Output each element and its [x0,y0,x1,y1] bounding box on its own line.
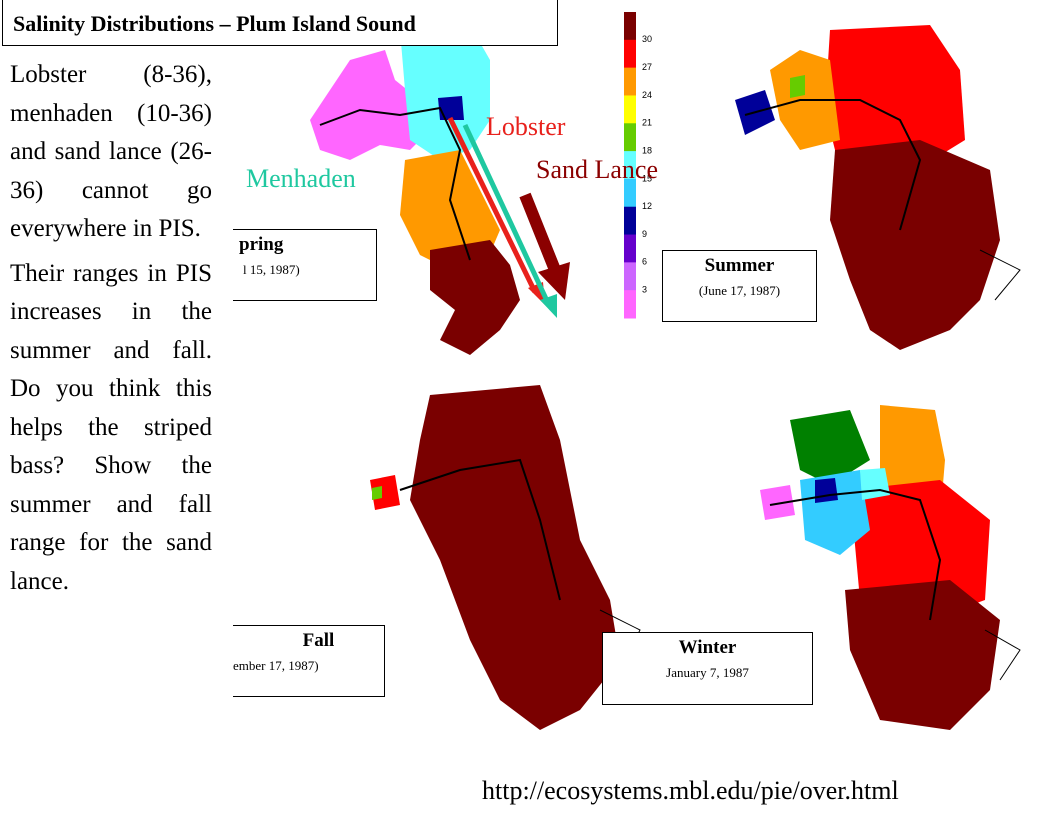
range-arrows [447,116,570,318]
paragraph: Their ranges in PIS increases in the sum… [10,259,212,595]
date: l 15, 1987) [243,262,300,277]
scale-band [624,95,636,124]
scale-band [624,178,636,208]
species-label: Sand Lance [536,155,659,184]
scale-label: 3 [642,285,647,295]
scale-band [624,290,636,319]
species-label: Lobster [486,112,566,141]
scale-band [624,234,636,263]
scale-label: 6 [642,257,647,267]
season: Summer [704,255,775,276]
fall-map [370,385,641,730]
season-box: Summer (June 17, 1987) [662,250,817,322]
source-url: http://ecosystems.mbl.edu/pie/over.html [482,776,899,805]
scale-label: 24 [642,90,652,100]
season: pring [239,234,284,255]
scale-band [624,67,636,96]
season-box: Winter January 7, 1987 [602,632,813,705]
season: Winter [678,637,737,658]
season: Fall [302,630,335,651]
season-box: Fall ember 17, 1987) [233,625,385,697]
scale-band [624,123,636,152]
body-text: Lobster (8-36), menhaden (10-36) and san… [10,56,212,607]
slide-title: Salinity Distributions – Plum Island Sou… [2,0,558,46]
paragraph: Lobster (8-36), menhaden (10-36) and san… [10,61,212,242]
winter-map [760,405,1021,730]
season-box: pring l 15, 1987) [233,229,377,301]
scale-band [624,39,636,69]
summer-map [735,25,1021,350]
date: ember 17, 1987) [233,658,319,673]
scale-label: 9 [642,229,647,239]
scale-band [624,151,636,180]
scale-label: 30 [642,34,652,44]
scale-label: 15 [642,173,652,183]
scale-label: 21 [642,118,652,128]
scale-label: 18 [642,145,652,155]
scale-band [624,262,636,291]
scale-band [624,206,636,236]
scale-label: 27 [642,62,652,72]
date: January 7, 1987 [666,665,749,680]
species-label: Menhaden [246,164,356,193]
scale-label: 12 [642,201,652,211]
date: (June 17, 1987) [698,283,781,298]
salinity-scale: 30 27 24 21 18 15 12 9 6 3 [624,12,652,319]
scale-band [624,12,636,41]
spring-map [310,25,520,355]
